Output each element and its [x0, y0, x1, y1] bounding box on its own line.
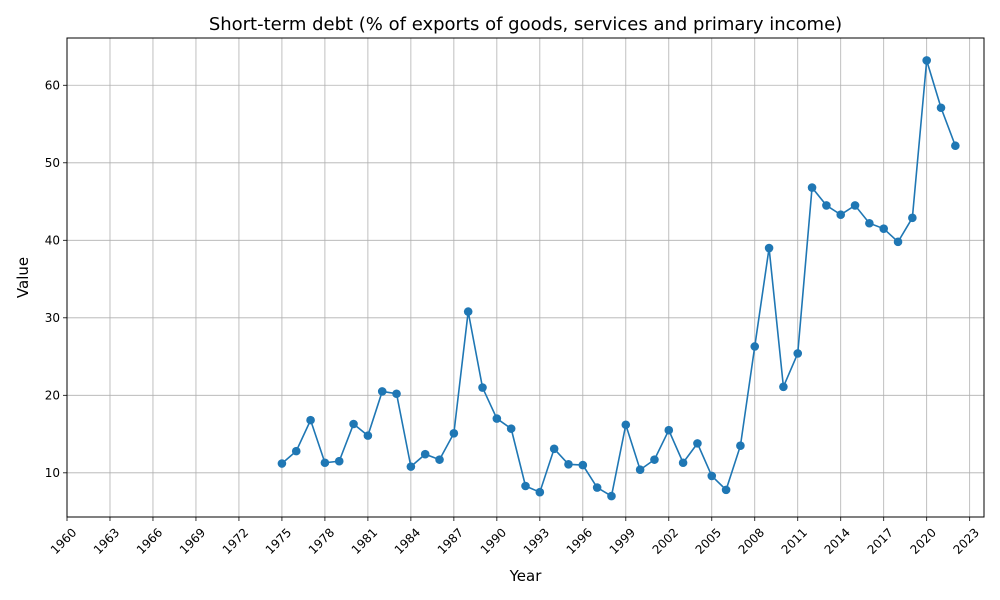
data-point: [549, 444, 559, 454]
data-point: [463, 307, 473, 316]
data-point: [607, 491, 616, 501]
data-point: [736, 441, 745, 450]
data-point: [936, 103, 946, 113]
data-point: [621, 420, 631, 430]
data-point: [721, 485, 731, 495]
data-point: [592, 483, 602, 492]
y-tick-label: 10: [45, 466, 60, 480]
data-point: [291, 446, 301, 456]
series-layer: [277, 56, 960, 501]
data-point: [678, 458, 688, 468]
data-point: [836, 210, 846, 220]
data-point: [850, 201, 860, 210]
grid: [66, 38, 984, 517]
data-point: [377, 387, 387, 396]
data-point: [406, 462, 416, 471]
data-point: [349, 419, 358, 429]
data-point: [807, 183, 817, 192]
x-axis-label: Year: [509, 567, 543, 585]
data-point: [750, 342, 760, 351]
plot-frame: [66, 37, 985, 518]
data-point: [506, 424, 516, 433]
y-tick-label: 50: [45, 156, 60, 170]
data-point: [707, 471, 717, 481]
data-point: [764, 243, 774, 253]
data-point: [578, 460, 588, 470]
data-point: [363, 431, 373, 440]
data-point: [392, 389, 401, 399]
data-point: [535, 487, 545, 497]
data-point: [908, 213, 917, 223]
data-point: [521, 481, 530, 491]
data-point: [277, 459, 287, 468]
data-point: [435, 455, 444, 464]
y-axis-label: Value: [14, 257, 32, 298]
y-tick-label: 60: [45, 78, 60, 92]
data-point: [664, 425, 674, 435]
y-tick-label: 20: [45, 388, 60, 402]
data-point: [306, 415, 315, 425]
data-point: [951, 141, 960, 151]
data-point: [879, 224, 889, 233]
chart-title: Short-term debt (% of exports of goods, …: [209, 14, 842, 35]
data-point: [893, 237, 903, 247]
data-point: [478, 383, 487, 392]
data-point: [564, 459, 573, 469]
data-point: [793, 349, 803, 358]
data-point: [779, 382, 788, 392]
data-point: [334, 456, 344, 466]
data-point: [449, 428, 459, 438]
y-tick-label: 30: [45, 311, 60, 325]
data-point: [635, 465, 645, 475]
data-point: [922, 56, 931, 65]
data-point: [822, 201, 831, 210]
data-point: [693, 439, 702, 448]
data-point: [865, 218, 874, 228]
y-tick-label: 40: [45, 233, 60, 247]
data-point: [492, 414, 502, 423]
data-point: [320, 458, 330, 468]
data-point: [420, 449, 430, 459]
data-point: [650, 455, 659, 464]
